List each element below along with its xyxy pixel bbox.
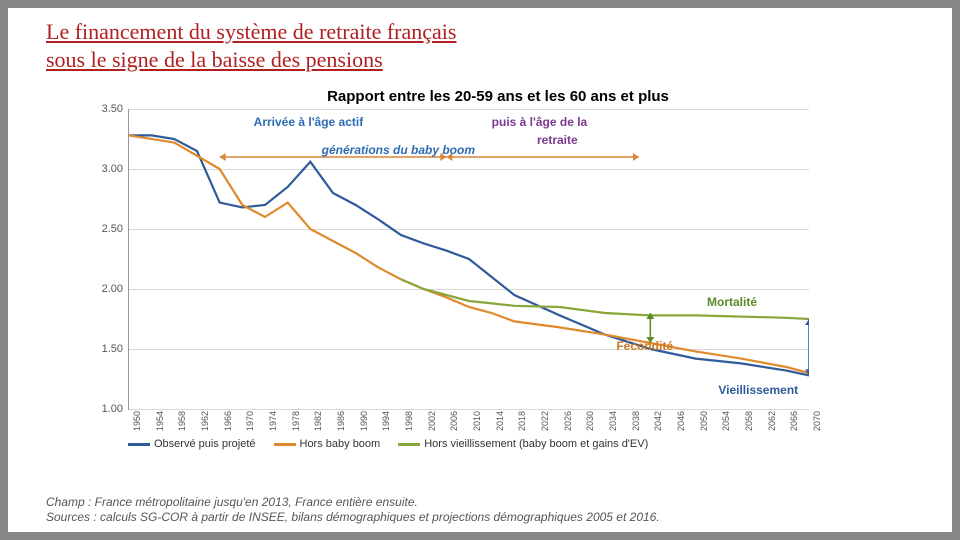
chart-container: Rapport entre les 20-59 ans et les 60 an… [88, 88, 908, 498]
caption-l1: Champ : France métropolitaine jusqu'en 2… [46, 495, 418, 509]
chart-title: Rapport entre les 20-59 ans et les 60 an… [88, 88, 908, 105]
page-title: Le financement du système de retraite fr… [46, 18, 646, 73]
title-l2: sous le signe de la baisse des pensions [46, 47, 383, 72]
legend: Observé puis projetéHors baby boomHors v… [128, 438, 908, 450]
line-chart: 1.001.502.002.503.003.501950195419581962… [128, 109, 809, 410]
title-l1: Le financement du système de retraite fr… [46, 19, 456, 44]
slide: Le financement du système de retraite fr… [8, 8, 952, 532]
caption-l2: Sources : calculs SG-COR à partir de INS… [46, 510, 660, 524]
caption: Champ : France métropolitaine jusqu'en 2… [46, 495, 926, 526]
